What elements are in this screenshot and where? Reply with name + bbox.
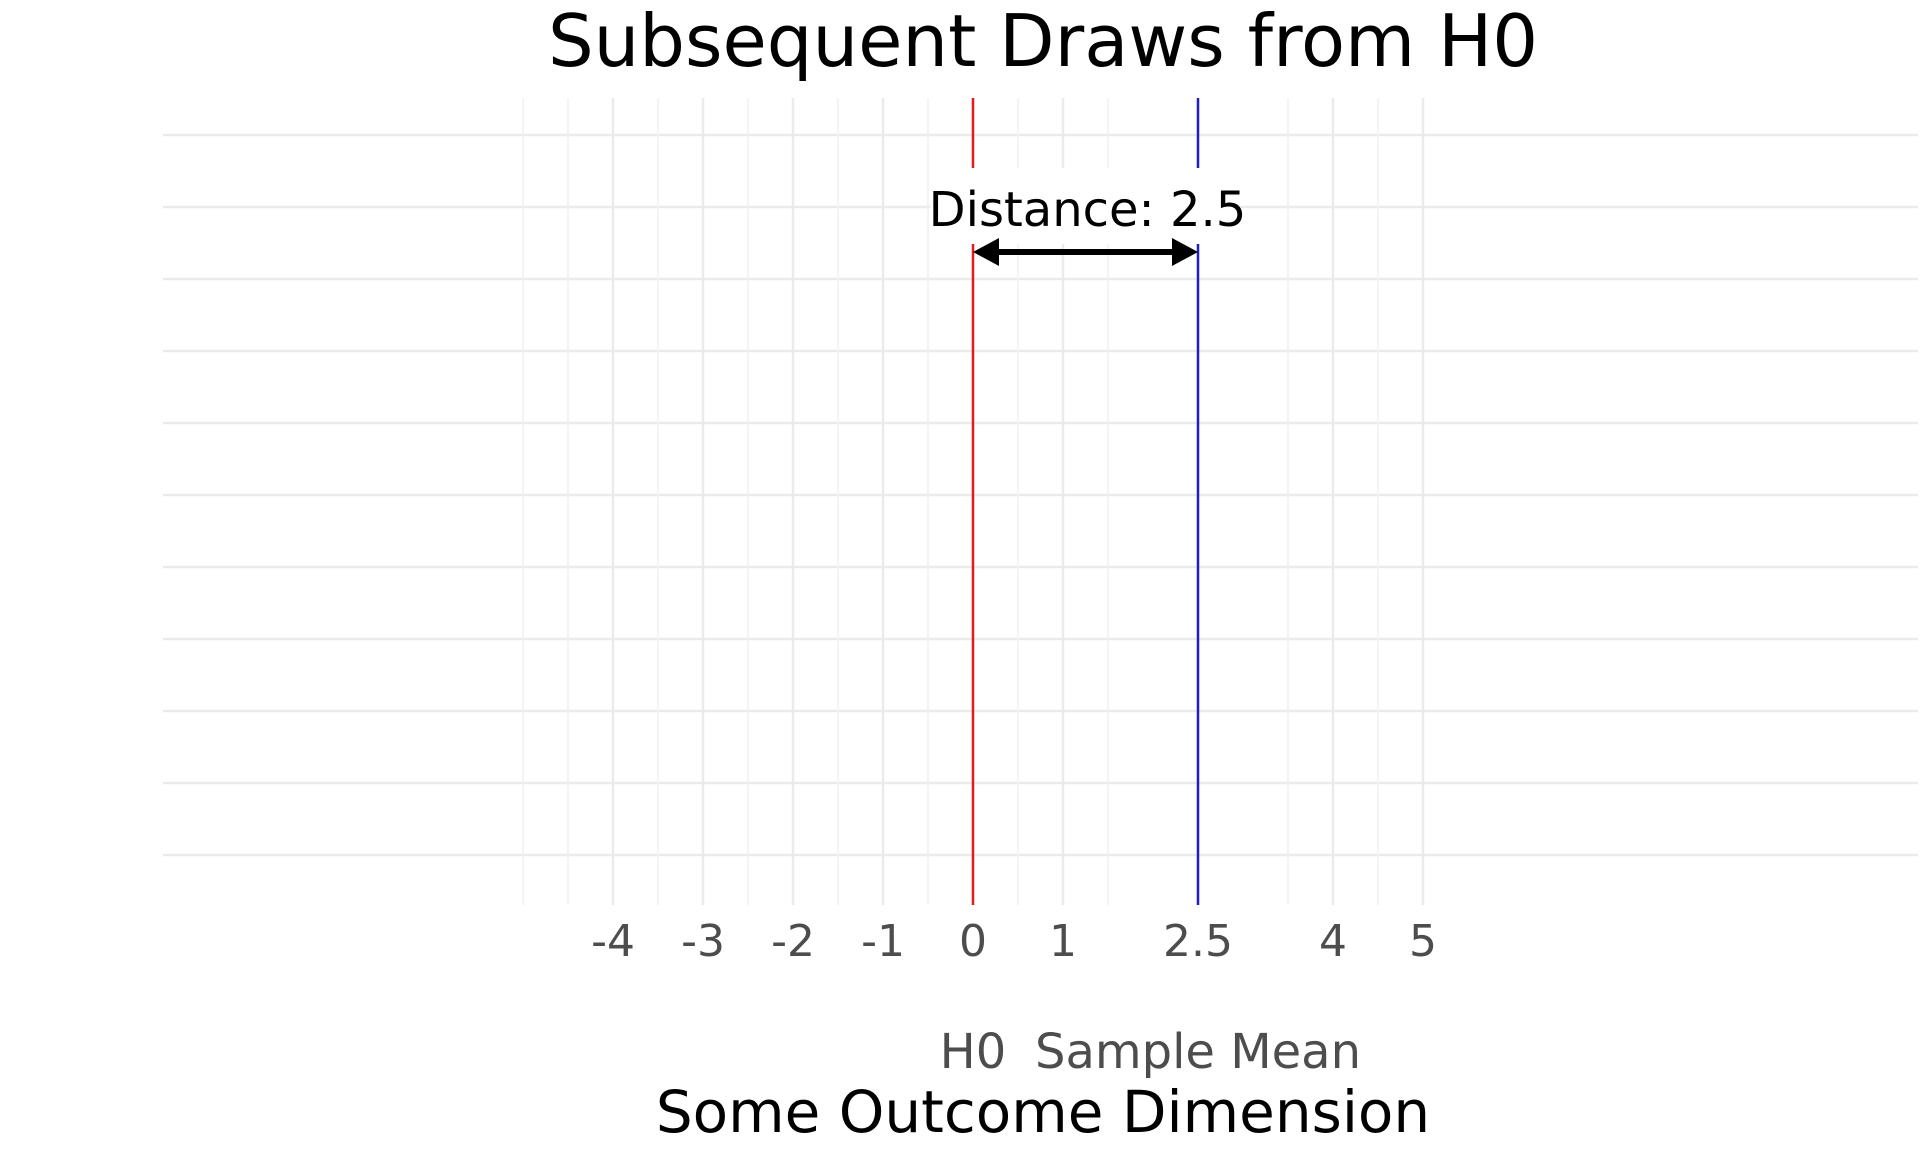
reference-line-labels: H0 Sample Mean: [940, 1024, 1361, 1080]
distance-arrowhead-left: [973, 238, 999, 266]
distance-annotation: Distance: 2.5: [929, 168, 1247, 266]
x-tick-label: 1: [1049, 916, 1077, 967]
x-tick-label: 4: [1319, 916, 1347, 967]
x-tick-label: -3: [681, 916, 725, 967]
x-tick-label: -2: [771, 916, 815, 967]
x-tick-label: 2.5: [1163, 916, 1233, 967]
x-tick-label: -1: [861, 916, 905, 967]
x-axis-label: Some Outcome Dimension: [656, 1078, 1430, 1146]
annotation-label: Distance: 2.5: [929, 182, 1247, 238]
reference-line-label: Sample Mean: [1035, 1024, 1361, 1080]
reference-line-label: H0: [940, 1024, 1007, 1080]
x-tick-label: 0: [959, 916, 987, 967]
gridlines: [163, 98, 1918, 905]
chart-title: Subsequent Draws from H0: [548, 0, 1538, 83]
x-tick-label: -4: [591, 916, 635, 967]
distance-arrowhead-right: [1172, 238, 1198, 266]
x-tick-labels: -4 -3 -2 -1 0 1 2.5 4 5: [591, 916, 1437, 967]
x-tick-label: 5: [1409, 916, 1437, 967]
annotation-label-background: [930, 168, 1241, 244]
